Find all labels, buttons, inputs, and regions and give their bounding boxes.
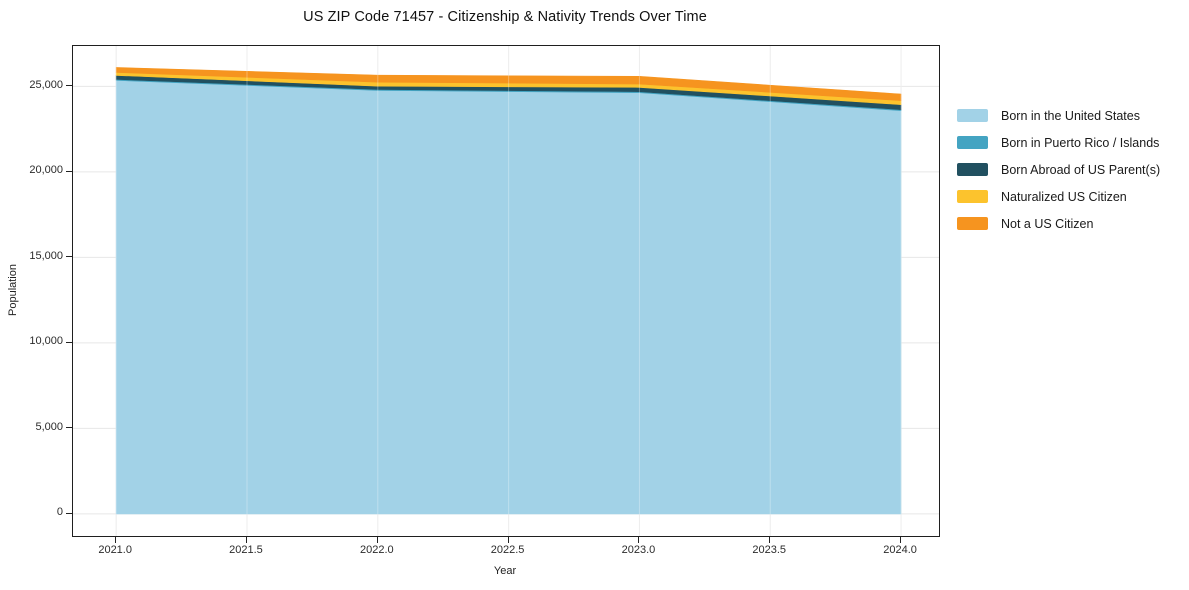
x-tick-label: 2022.0 [359, 544, 394, 556]
legend-item-not-a-us-citizen: Not a US Citizen [957, 210, 1160, 237]
x-tick-label: 2021.0 [98, 544, 132, 556]
y-tick-mark [66, 85, 72, 87]
x-tick-mark [245, 536, 247, 543]
x-axis-title: Year [493, 565, 517, 577]
y-tick-label: 20,000 [29, 164, 63, 177]
stacked-area-plot [73, 46, 939, 536]
legend-label: Not a US Citizen [1001, 216, 1094, 231]
area-series-not-a-us-citizen [115, 67, 902, 101]
legend-item-born-in-the-united-states: Born in the United States [957, 102, 1160, 129]
x-tick-mark [769, 536, 771, 543]
x-tick-label: 2024.0 [883, 544, 917, 556]
y-tick-label: 5,000 [35, 420, 63, 433]
legend-swatch [957, 217, 988, 230]
legend-swatch [957, 190, 988, 203]
x-tick-label: 2023.5 [752, 544, 787, 556]
y-tick-mark [66, 170, 72, 172]
legend-item-born-abroad-of-us-parent-s: Born Abroad of US Parent(s) [957, 156, 1160, 183]
y-tick-mark [66, 341, 72, 343]
y-tick-mark [66, 256, 72, 258]
y-tick-label: 15,000 [29, 249, 63, 262]
legend-item-naturalized-us-citizen: Naturalized US Citizen [957, 183, 1160, 210]
legend-item-born-in-puerto-rico-islands: Born in Puerto Rico / Islands [957, 129, 1160, 156]
legend-label: Born in Puerto Rico / Islands [1001, 135, 1160, 150]
legend-swatch [957, 109, 988, 122]
legend-swatch [957, 136, 988, 149]
y-tick-mark [66, 512, 72, 514]
x-tick-mark [115, 536, 117, 543]
x-tick-mark [900, 536, 902, 543]
x-tick-mark [507, 536, 509, 543]
legend: Born in the United States Born in Puerto … [957, 102, 1160, 237]
plot-area [72, 45, 940, 537]
legend-label: Born in the United States [1001, 108, 1140, 123]
y-tick-label: 10,000 [29, 335, 63, 348]
legend-swatch [957, 163, 988, 176]
x-tick-mark [376, 536, 378, 543]
y-tick-mark [66, 427, 72, 429]
legend-label: Born Abroad of US Parent(s) [1001, 162, 1161, 177]
x-tick-label: 2021.5 [229, 544, 263, 556]
legend-label: Naturalized US Citizen [1001, 189, 1127, 204]
x-tick-label: 2022.5 [490, 544, 525, 556]
y-tick-label: 25,000 [29, 78, 63, 91]
x-tick-mark [638, 536, 640, 543]
chart-title: US ZIP Code 71457 - Citizenship & Nativi… [303, 9, 707, 25]
y-tick-label: 0 [56, 506, 63, 519]
x-tick-label: 2023.0 [621, 544, 656, 556]
